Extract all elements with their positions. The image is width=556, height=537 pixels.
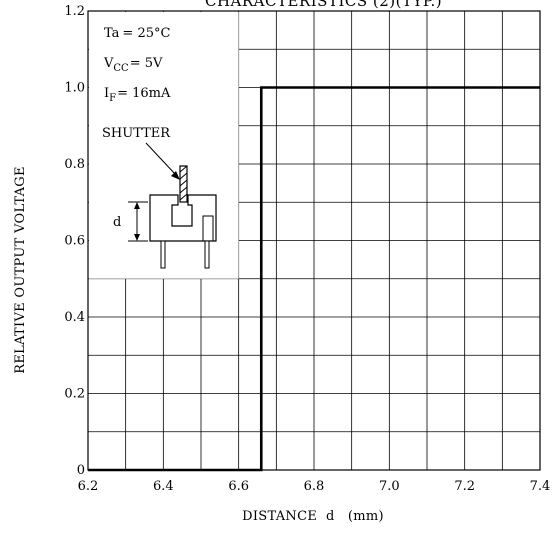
x-tick-label: 6.6 [228, 479, 249, 494]
dimension-arrow-down-icon [134, 234, 140, 241]
x-tick-label: 6.8 [304, 479, 325, 494]
y-tick-label: 0.4 [64, 310, 85, 325]
shutter-plate [179, 165, 188, 203]
data-layer [88, 86, 540, 472]
tick-labels: 6.2 6.4 6.6 6.8 7.0 7.2 7.4 0 0.2 0.4 0.6 0.8 1.0 1.2 [64, 4, 550, 494]
y-tick-label: 0 [77, 463, 85, 478]
shutter-label: SHUTTER [102, 126, 171, 141]
lead-pin-right [204, 240, 210, 269]
y-tick-label: 1.0 [64, 81, 85, 96]
y-axis-label: RELATIVE OUTPUT VOLTAGE [13, 166, 28, 373]
y-tick-label: 0.6 [64, 234, 85, 249]
conditions-block: Ta = 25°C VCC= 5V IF= 16mA [103, 26, 171, 104]
x-tick-label: 7.2 [454, 479, 475, 494]
y-tick-label: 0.2 [64, 387, 85, 402]
condition-vcc: VCC= 5V [103, 56, 163, 74]
distance-symbol: d [113, 215, 121, 230]
leader-arrowhead-icon [171, 171, 180, 180]
shutter-leader-line [145, 142, 177, 176]
lead-pin-left [160, 240, 166, 269]
plot-frame [87, 10, 541, 471]
chart-title: CHARACTERISTICS (2)(TYP.) [205, 0, 442, 10]
x-tick-label: 7.4 [530, 479, 551, 494]
x-axis-label: DISTANCE d (mm) [242, 509, 384, 524]
x-tick-label: 7.0 [379, 479, 400, 494]
condition-if: IF= 16mA [104, 86, 171, 104]
y-tick-label: 1.2 [64, 4, 85, 19]
x-tick-label: 6.2 [78, 479, 99, 494]
condition-ta: Ta = 25°C [104, 26, 170, 41]
series-line [88, 86, 540, 472]
dimension-arrow-up-icon [134, 202, 140, 209]
shutter-hatch [179, 165, 188, 201]
shutter-diagram: SHUTTER d [102, 126, 217, 269]
interrupter-body [149, 194, 217, 242]
x-tick-label: 6.4 [153, 479, 174, 494]
y-tick-label: 0.8 [64, 157, 85, 172]
